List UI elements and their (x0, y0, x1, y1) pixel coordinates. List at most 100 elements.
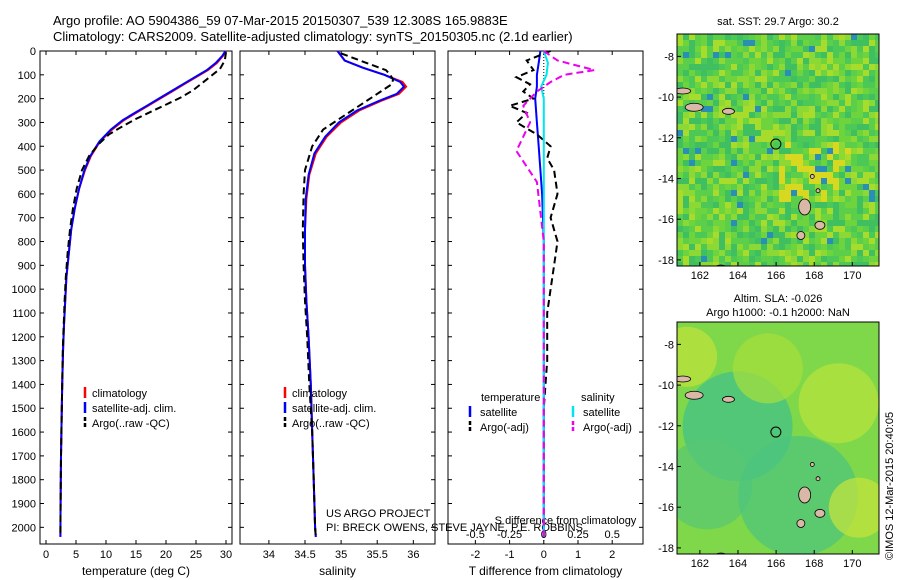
sst-cell (761, 244, 767, 250)
sst-cell (737, 214, 743, 220)
sst-cell (815, 130, 821, 136)
sst-cell (677, 106, 683, 112)
sst-cell (677, 232, 683, 238)
temperature-series-satellite-adj-clim- (59, 50, 227, 537)
sst-cell (701, 250, 707, 256)
sst-cell (725, 244, 731, 250)
sst-cell (815, 124, 821, 130)
sst-cell (737, 70, 743, 76)
sst-cell (689, 244, 695, 250)
sst-cell (761, 208, 767, 214)
sst-cell (677, 64, 683, 70)
sst-cell (863, 76, 869, 82)
sst-cell (773, 160, 779, 166)
sst-cell (725, 232, 731, 238)
sst-cell (803, 220, 809, 226)
sst-cell (779, 148, 785, 154)
sst-cell (827, 70, 833, 76)
sst-cell (863, 196, 869, 202)
sst-cell (677, 256, 683, 262)
sst-cell (815, 208, 821, 214)
sst-cell (761, 70, 767, 76)
sst-cell (839, 130, 845, 136)
sst-cell (755, 244, 761, 250)
sst-cell (827, 214, 833, 220)
sst-cell (707, 106, 713, 112)
sst-cell (809, 82, 815, 88)
sst-cell (833, 124, 839, 130)
sst-cell (683, 238, 689, 244)
sst-cell (863, 40, 869, 46)
sst-cell (725, 52, 731, 58)
sst-cell (869, 184, 875, 190)
sst-cell (869, 154, 875, 160)
sst-cell (737, 202, 743, 208)
sst-cell (785, 46, 791, 52)
sst-map-ytick-label: -14 (658, 173, 674, 185)
difference-xtick-label: 1 (575, 549, 581, 561)
sst-cell (695, 82, 701, 88)
sst-cell (869, 262, 875, 266)
sst-cell (695, 58, 701, 64)
sst-cell (815, 40, 821, 46)
sst-cell (743, 70, 749, 76)
sst-cell (773, 202, 779, 208)
sla-map-subtitle: Argo h1000: -0.1 h2000: NaN (706, 307, 850, 319)
sst-cell (839, 160, 845, 166)
sst-cell (725, 136, 731, 142)
sst-cell (809, 154, 815, 160)
sst-cell (845, 232, 851, 238)
sst-cell (827, 160, 833, 166)
sst-cell (719, 220, 725, 226)
sla-map-island (722, 395, 735, 403)
sst-cell (821, 208, 827, 214)
sst-cell (737, 106, 743, 112)
sst-cell (713, 52, 719, 58)
sst-cell (737, 52, 743, 58)
temperature-xtick-label: 0 (43, 549, 49, 561)
sst-cell (809, 190, 815, 196)
sst-cell (809, 118, 815, 124)
sst-cell (803, 160, 809, 166)
sst-cell (695, 154, 701, 160)
sst-cell (677, 190, 683, 196)
sst-cell (761, 220, 767, 226)
sst-cell (797, 82, 803, 88)
sst-cell (755, 148, 761, 154)
sst-cell (797, 118, 803, 124)
sst-cell (683, 70, 689, 76)
sst-cell (773, 124, 779, 130)
sst-cell (857, 226, 863, 232)
sst-cell (749, 136, 755, 142)
sst-cell (761, 118, 767, 124)
sst-cell (773, 226, 779, 232)
sst-cell (701, 40, 707, 46)
sst-cell (803, 178, 809, 184)
sst-cell (869, 166, 875, 172)
sst-cell (677, 226, 683, 232)
sst-cell (719, 172, 725, 178)
sst-cell (719, 34, 725, 40)
sst-cell (833, 190, 839, 196)
sst-cell (851, 166, 857, 172)
sst-cell (803, 172, 809, 178)
sst-cell (773, 154, 779, 160)
sst-cell (689, 262, 695, 266)
sst-cell (833, 226, 839, 232)
sst-cell (755, 52, 761, 58)
sst-cell (857, 88, 863, 94)
sst-cell (707, 130, 713, 136)
sst-cell (839, 136, 845, 142)
sst-cell (701, 88, 707, 94)
sst-cell (731, 172, 737, 178)
sst-cell (869, 52, 875, 58)
sla-map-title: Altim. SLA: -0.026 (734, 293, 823, 305)
ytick-label: 100 (18, 70, 36, 82)
sst-cell (755, 190, 761, 196)
sst-cell (773, 118, 779, 124)
ytick-label: 600 (18, 189, 36, 201)
sst-cell (809, 136, 815, 142)
sst-cell (803, 94, 809, 100)
sst-cell (797, 178, 803, 184)
sst-cell (863, 46, 869, 52)
